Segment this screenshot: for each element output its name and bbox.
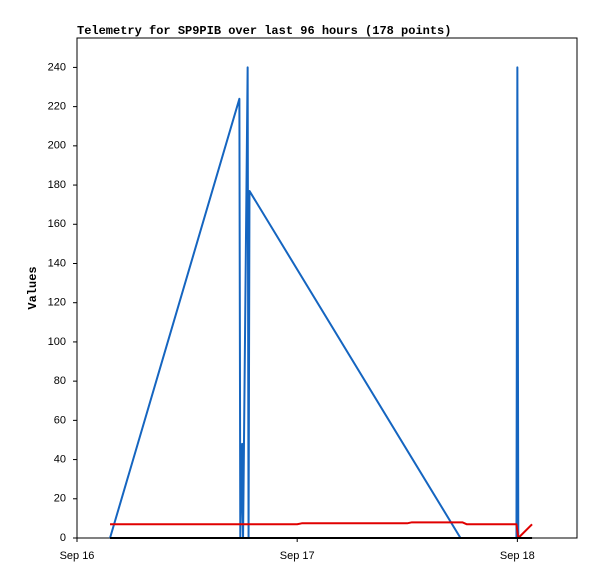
y-tick-label: 0: [60, 532, 66, 544]
y-tick-label: 80: [54, 375, 66, 387]
y-tick-label: 200: [48, 140, 66, 152]
y-axis-label: Values: [26, 266, 40, 309]
x-tick-label: Sep 17: [280, 550, 315, 562]
y-tick-label: 220: [48, 101, 66, 113]
x-tick-label: Sep 18: [500, 550, 535, 562]
data-line: [109, 66, 520, 539]
y-tick-label: 160: [48, 218, 66, 230]
plot-frame: [76, 37, 578, 539]
y-tick-label: 120: [48, 297, 66, 309]
x-tick-label: Sep 16: [60, 550, 95, 562]
y-tick-label: 40: [54, 453, 66, 465]
y-tick-label: 60: [54, 414, 66, 426]
chart-title: Telemetry for SP9PIB over last 96 hours …: [77, 24, 451, 38]
y-tick-label: 240: [48, 61, 66, 73]
y-tick-label: 20: [54, 493, 66, 505]
y-tick-label: 100: [48, 336, 66, 348]
y-tick-label: 180: [48, 179, 66, 191]
data-line: [110, 521, 533, 539]
y-tick-label: 140: [48, 257, 66, 269]
